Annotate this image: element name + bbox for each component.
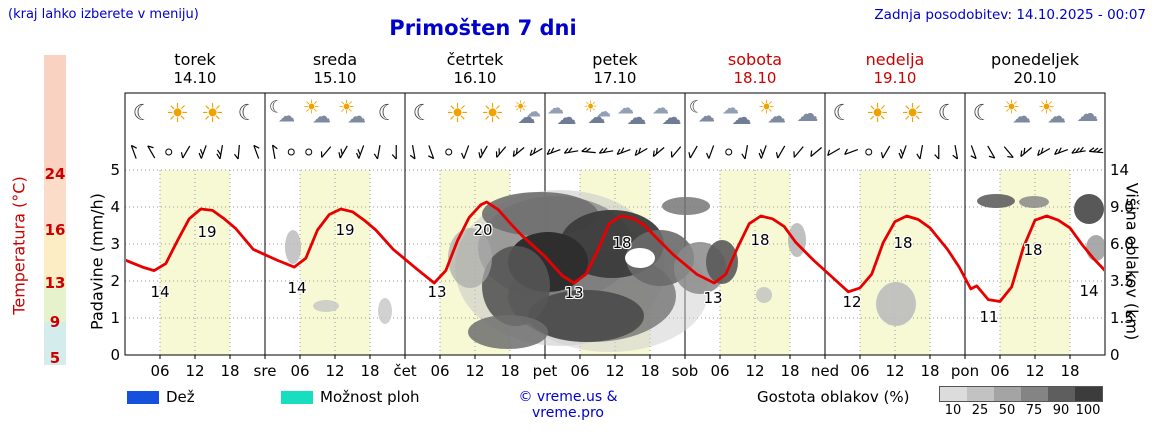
rain-label: Dež [166,388,195,406]
calm-wind-icon [287,148,295,156]
wind-barb-icon [952,145,959,160]
wind-barb-icon [880,145,891,159]
density-step [1021,387,1048,401]
wind-barb-icon [934,145,940,160]
wind-barb-icon [563,147,579,154]
last-update-text: Zadnja posodobitev: 14.10.2025 - 00:07 [874,7,1146,23]
wind-barb-icon [916,145,924,160]
wind-barb-icon [634,147,648,157]
wind-barb-icon [1037,147,1051,157]
credit-link[interactable]: © vreme.us & vreme.pro [518,389,618,421]
menu-hint: (kraj lahko izberete v meniju) [8,7,199,22]
wind-barb-icon [741,145,749,160]
wind-barb-icon [898,145,907,159]
wind-barb-icon [253,144,260,159]
cloud-density-label: Gostota oblakov (%) [757,388,910,406]
wind-barb-icon [775,145,786,159]
wind-barb-icon [598,147,614,154]
temp-scale-band [44,230,66,283]
wind-barb-icon [827,147,841,157]
wind-barb-icon [180,145,191,159]
calm-wind-icon [165,148,173,156]
wind-barb-icon [652,147,665,157]
wind-barb-icon [147,145,156,159]
temp-scale-band [44,322,66,365]
temperature-color-scale [44,55,66,365]
wind-barb-icon [1054,147,1069,155]
wind-barb-icon [987,145,996,159]
density-step [940,387,967,401]
showers-swatch [281,391,313,404]
wind-barb-icon [970,145,977,160]
calm-wind-icon [445,148,453,156]
temp-scale-band [44,283,66,322]
wind-barb-icon [670,146,682,158]
calm-wind-icon [305,148,313,156]
wind-barb-icon [793,146,804,158]
temp-scale-band [44,55,66,174]
calm-wind-icon [865,148,873,156]
wind-barb-icon [356,145,365,159]
wind-barb-icon [391,145,397,160]
wind-barb-icon [409,145,416,160]
temperature-curve [126,200,1104,303]
wind-barb-icon [495,146,507,158]
wind-barb-icon [271,144,278,159]
wind-barb-icon [216,145,224,160]
wind-barb-icon [130,144,137,159]
wind-barb-icon [478,145,488,159]
wind-barb-icon [581,147,596,154]
wind-barb-icon [234,144,240,160]
density-step [994,387,1021,401]
wind-barb-icon [546,147,561,155]
wind-barb-icon [320,146,332,158]
wind-barb-icon [810,147,822,157]
cloud-density-scale [939,386,1103,402]
temp-scale-band [44,174,66,230]
wind-barb-icon [1088,147,1104,154]
wind-barb-icon [1003,146,1014,158]
wind-barb-icon [428,145,435,160]
wind-barb-icon [616,147,631,155]
rain-swatch [127,391,159,404]
wind-barb-icon [461,145,470,159]
density-step [1048,387,1075,401]
wind-barb-icon [844,148,859,155]
density-step [1075,387,1102,401]
wind-barb-icon [688,145,698,159]
wind-barb-icon [758,145,767,159]
wind-barb-icon [529,147,543,157]
cloud-density-layer [285,190,1104,352]
page-title: Primošten 7 dni [389,16,577,40]
wind-barb-icon [1020,147,1032,157]
wind-barb-icon [373,145,381,160]
wind-barb-icon [706,145,715,159]
wind-barb-icon [198,145,207,159]
wind-barb-icon [338,145,348,159]
wind-barb-icon [512,147,525,157]
wind-barb-icon [1071,146,1086,154]
calm-wind-icon [725,148,733,156]
density-step [967,387,994,401]
showers-label: Možnost ploh [320,388,420,406]
